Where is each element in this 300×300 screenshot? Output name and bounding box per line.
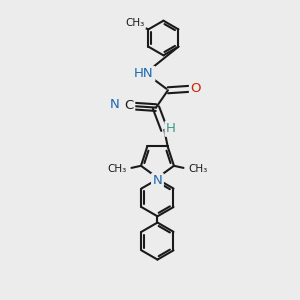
Text: CH₃: CH₃ xyxy=(107,164,127,174)
Text: CH₃: CH₃ xyxy=(188,164,208,174)
Text: H: H xyxy=(166,122,176,135)
Text: CH₃: CH₃ xyxy=(125,18,145,28)
Text: O: O xyxy=(190,82,201,95)
Text: N: N xyxy=(110,98,120,111)
Text: C: C xyxy=(124,99,134,112)
Text: HN: HN xyxy=(134,68,154,80)
Text: N: N xyxy=(153,174,162,187)
